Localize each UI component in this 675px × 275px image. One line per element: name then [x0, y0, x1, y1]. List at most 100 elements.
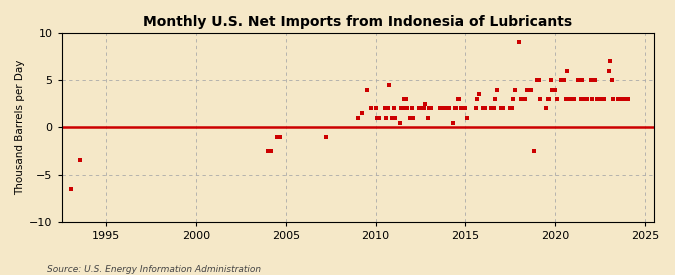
Point	[549, 87, 560, 92]
Point	[415, 106, 426, 111]
Point	[408, 116, 418, 120]
Point	[424, 106, 435, 111]
Point	[496, 106, 507, 111]
Point	[450, 106, 460, 111]
Point	[381, 116, 392, 120]
Point	[473, 92, 484, 97]
Point	[65, 186, 76, 191]
Point	[575, 97, 586, 101]
Point	[420, 101, 431, 106]
Point	[510, 87, 520, 92]
Point	[605, 59, 616, 64]
Point	[472, 97, 483, 101]
Point	[361, 87, 372, 92]
Point	[400, 97, 411, 101]
Point	[405, 116, 416, 120]
Point	[524, 87, 535, 92]
Point	[74, 158, 85, 163]
Point	[586, 78, 597, 82]
Point	[265, 149, 276, 153]
Point	[402, 106, 412, 111]
Point	[271, 134, 282, 139]
Title: Monthly U.S. Net Imports from Indonesia of Lubricants: Monthly U.S. Net Imports from Indonesia …	[143, 15, 572, 29]
Point	[456, 106, 466, 111]
Point	[442, 106, 453, 111]
Point	[541, 106, 551, 111]
Point	[590, 78, 601, 82]
Point	[491, 87, 502, 92]
Y-axis label: Thousand Barrels per Day: Thousand Barrels per Day	[15, 60, 25, 195]
Point	[514, 40, 524, 45]
Point	[603, 68, 614, 73]
Point	[506, 106, 517, 111]
Point	[397, 106, 408, 111]
Point	[416, 106, 427, 111]
Point	[591, 97, 602, 101]
Point	[521, 87, 532, 92]
Point	[414, 106, 425, 111]
Point	[394, 120, 405, 125]
Point	[560, 97, 571, 101]
Point	[275, 134, 286, 139]
Point	[396, 106, 406, 111]
Point	[569, 97, 580, 101]
Point	[558, 78, 568, 82]
Point	[551, 97, 562, 101]
Point	[437, 106, 448, 111]
Point	[526, 87, 537, 92]
Point	[366, 106, 377, 111]
Point	[580, 97, 591, 101]
Text: Source: U.S. Energy Information Administration: Source: U.S. Energy Information Administ…	[47, 265, 261, 274]
Point	[441, 106, 452, 111]
Point	[520, 97, 531, 101]
Point	[372, 116, 383, 120]
Point	[478, 106, 489, 111]
Point	[562, 68, 572, 73]
Point	[387, 116, 398, 120]
Point	[572, 78, 583, 82]
Point	[373, 116, 384, 120]
Point	[398, 97, 409, 101]
Point	[529, 149, 539, 153]
Point	[479, 106, 490, 111]
Point	[505, 106, 516, 111]
Point	[418, 106, 429, 111]
Point	[607, 78, 618, 82]
Point	[596, 97, 607, 101]
Point	[574, 78, 585, 82]
Point	[608, 97, 619, 101]
Point	[578, 97, 589, 101]
Point	[379, 106, 390, 111]
Point	[547, 87, 558, 92]
Point	[508, 97, 518, 101]
Point	[452, 97, 463, 101]
Point	[581, 97, 592, 101]
Point	[576, 78, 587, 82]
Point	[357, 111, 368, 116]
Point	[263, 149, 273, 153]
Point	[485, 106, 496, 111]
Point	[460, 106, 470, 111]
Point	[616, 97, 626, 101]
Point	[535, 97, 545, 101]
Point	[533, 78, 544, 82]
Point	[595, 97, 605, 101]
Point	[545, 78, 556, 82]
Point	[488, 106, 499, 111]
Point	[490, 97, 501, 101]
Point	[383, 83, 394, 87]
Point	[599, 97, 610, 101]
Point	[497, 106, 508, 111]
Point	[448, 120, 459, 125]
Point	[370, 106, 381, 111]
Point	[389, 116, 400, 120]
Point	[406, 106, 417, 111]
Point	[568, 97, 578, 101]
Point	[593, 97, 604, 101]
Point	[435, 106, 446, 111]
Point	[563, 97, 574, 101]
Point	[556, 78, 566, 82]
Point	[443, 106, 454, 111]
Point	[470, 106, 481, 111]
Point	[451, 106, 462, 111]
